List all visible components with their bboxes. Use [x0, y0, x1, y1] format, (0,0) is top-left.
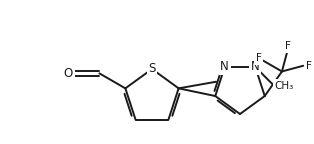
Text: N: N: [251, 60, 260, 73]
Text: F: F: [285, 41, 290, 51]
Text: S: S: [148, 62, 156, 75]
Text: N: N: [220, 60, 229, 73]
Text: F: F: [256, 53, 262, 64]
Text: F: F: [306, 61, 312, 71]
Text: CH₃: CH₃: [274, 81, 294, 91]
Text: O: O: [64, 67, 73, 80]
